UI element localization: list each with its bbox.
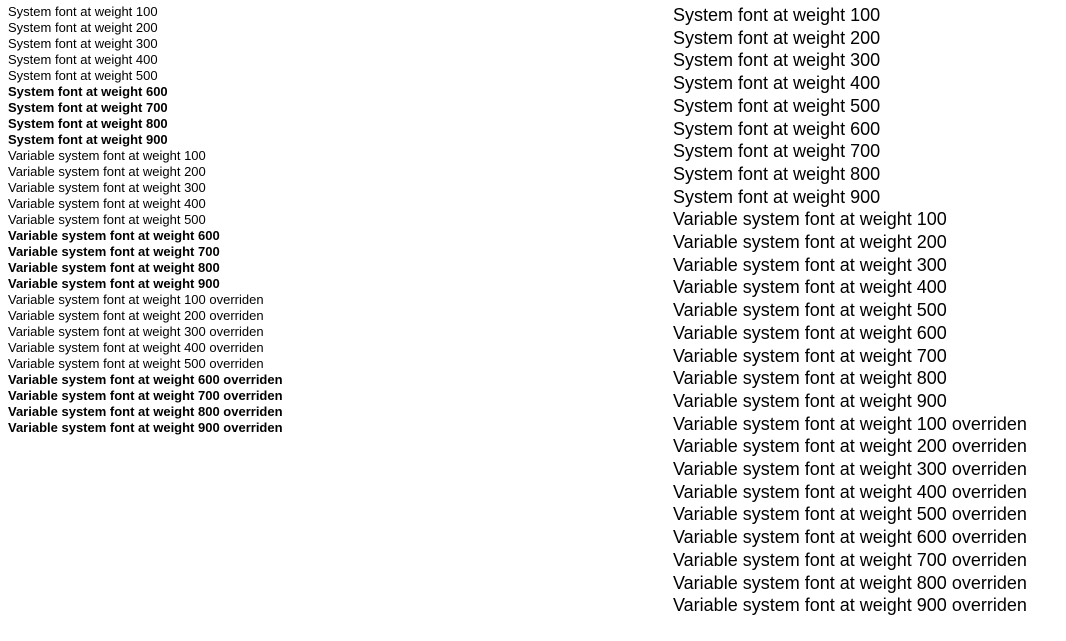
font-sample-line: System font at weight 100 [8,4,525,20]
font-sample-line: System font at weight 600 [8,84,525,100]
font-sample-line: Variable system font at weight 600 [8,228,525,244]
font-sample-line: Variable system font at weight 900 [8,276,525,292]
font-sample-line: Variable system font at weight 500 [673,299,1058,322]
font-sample-line: Variable system font at weight 300 overr… [673,458,1058,481]
font-sample-line: Variable system font at weight 600 [673,322,1058,345]
font-sample-line: System font at weight 400 [8,52,525,68]
font-sample-line: Variable system font at weight 800 overr… [673,572,1058,595]
font-sample-line: Variable system font at weight 500 overr… [8,356,525,372]
font-sample-line: System font at weight 200 [8,20,525,36]
font-sample-line: Variable system font at weight 600 overr… [8,372,525,388]
font-sample-line: Variable system font at weight 400 [8,196,525,212]
left-column: System font at weight 100System font at … [0,0,533,621]
font-sample-line: System font at weight 500 [673,95,1058,118]
font-sample-line: Variable system font at weight 100 overr… [673,413,1058,436]
font-sample-line: System font at weight 300 [673,49,1058,72]
right-column: System font at weight 100System font at … [533,0,1066,621]
font-sample-line: System font at weight 900 [8,132,525,148]
font-sample-line: Variable system font at weight 900 overr… [8,420,525,436]
font-sample-line: System font at weight 800 [673,163,1058,186]
font-sample-line: Variable system font at weight 700 [673,345,1058,368]
font-sample-line: System font at weight 700 [673,140,1058,163]
font-sample-line: System font at weight 100 [673,4,1058,27]
font-sample-line: System font at weight 400 [673,72,1058,95]
font-sample-line: Variable system font at weight 200 overr… [8,308,525,324]
font-sample-line: Variable system font at weight 900 [673,390,1058,413]
font-sample-line: System font at weight 800 [8,116,525,132]
font-sample-line: Variable system font at weight 300 [673,254,1058,277]
font-sample-line: Variable system font at weight 900 overr… [673,594,1058,617]
font-sample-line: Variable system font at weight 800 overr… [8,404,525,420]
font-sample-line: Variable system font at weight 400 overr… [8,340,525,356]
font-sample-line: Variable system font at weight 300 overr… [8,324,525,340]
font-sample-line: Variable system font at weight 300 [8,180,525,196]
font-sample-line: Variable system font at weight 400 [673,276,1058,299]
font-sample-line: Variable system font at weight 800 [8,260,525,276]
font-sample-line: Variable system font at weight 100 [673,208,1058,231]
font-sample-line: System font at weight 900 [673,186,1058,209]
font-sample-line: Variable system font at weight 200 [673,231,1058,254]
font-sample-line: System font at weight 500 [8,68,525,84]
font-sample-line: System font at weight 700 [8,100,525,116]
font-sample-line: Variable system font at weight 400 overr… [673,481,1058,504]
font-sample-line: System font at weight 200 [673,27,1058,50]
font-sample-line: Variable system font at weight 500 [8,212,525,228]
font-sample-line: Variable system font at weight 700 [8,244,525,260]
font-sample-line: Variable system font at weight 700 overr… [8,388,525,404]
font-sample-line: System font at weight 600 [673,118,1058,141]
font-sample-line: Variable system font at weight 200 overr… [673,435,1058,458]
font-sample-line: Variable system font at weight 700 overr… [673,549,1058,572]
font-sample-line: Variable system font at weight 100 [8,148,525,164]
font-sample-line: Variable system font at weight 200 [8,164,525,180]
font-sample-line: Variable system font at weight 100 overr… [8,292,525,308]
font-sample-line: Variable system font at weight 600 overr… [673,526,1058,549]
font-sample-line: System font at weight 300 [8,36,525,52]
font-sample-line: Variable system font at weight 800 [673,367,1058,390]
page-root: System font at weight 100System font at … [0,0,1066,621]
font-sample-line: Variable system font at weight 500 overr… [673,503,1058,526]
